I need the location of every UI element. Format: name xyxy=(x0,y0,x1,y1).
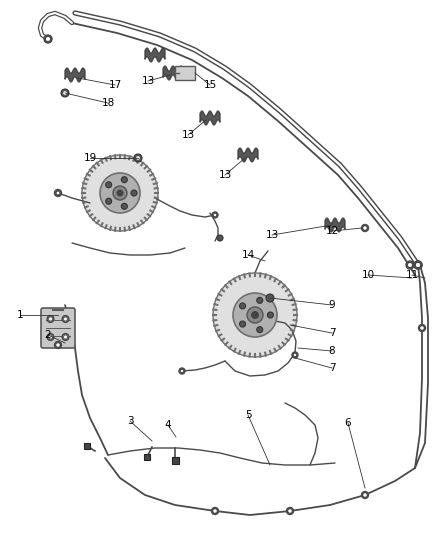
Circle shape xyxy=(416,263,420,267)
Circle shape xyxy=(113,186,127,200)
Polygon shape xyxy=(200,111,220,125)
Text: 19: 19 xyxy=(83,153,97,163)
Circle shape xyxy=(240,303,246,309)
Circle shape xyxy=(106,182,112,188)
Circle shape xyxy=(44,35,52,43)
Text: 3: 3 xyxy=(127,416,133,426)
FancyBboxPatch shape xyxy=(144,454,150,460)
Polygon shape xyxy=(325,218,345,232)
Circle shape xyxy=(233,293,277,337)
Circle shape xyxy=(63,91,67,95)
Circle shape xyxy=(414,261,422,269)
Text: 15: 15 xyxy=(203,80,217,90)
Circle shape xyxy=(54,342,61,349)
Text: 8: 8 xyxy=(328,346,336,356)
Circle shape xyxy=(100,173,140,213)
Text: 11: 11 xyxy=(406,270,419,280)
Text: 12: 12 xyxy=(325,226,339,236)
FancyBboxPatch shape xyxy=(175,66,195,80)
Circle shape xyxy=(136,156,140,160)
Circle shape xyxy=(247,307,263,323)
Circle shape xyxy=(240,321,246,327)
Text: 18: 18 xyxy=(101,98,115,108)
Circle shape xyxy=(57,191,60,195)
Circle shape xyxy=(416,263,420,267)
Circle shape xyxy=(82,155,158,231)
Text: 7: 7 xyxy=(328,363,336,373)
Circle shape xyxy=(288,509,292,513)
Circle shape xyxy=(49,318,52,320)
Circle shape xyxy=(414,261,422,269)
Circle shape xyxy=(106,198,112,204)
FancyBboxPatch shape xyxy=(172,456,179,464)
Circle shape xyxy=(121,176,127,183)
Polygon shape xyxy=(65,68,85,82)
Circle shape xyxy=(363,493,367,497)
Circle shape xyxy=(286,507,293,514)
FancyBboxPatch shape xyxy=(84,443,90,449)
Circle shape xyxy=(214,214,216,216)
Circle shape xyxy=(408,263,412,267)
Circle shape xyxy=(212,507,219,514)
Circle shape xyxy=(64,318,67,320)
Circle shape xyxy=(418,325,425,332)
Text: 10: 10 xyxy=(361,270,374,280)
Circle shape xyxy=(361,491,368,498)
Text: 2: 2 xyxy=(45,330,51,340)
Circle shape xyxy=(268,312,273,318)
Circle shape xyxy=(61,89,69,97)
Circle shape xyxy=(251,311,259,319)
Text: 1: 1 xyxy=(17,310,23,320)
FancyBboxPatch shape xyxy=(41,308,75,348)
Circle shape xyxy=(117,190,124,197)
Polygon shape xyxy=(238,148,258,162)
Circle shape xyxy=(134,154,142,162)
Circle shape xyxy=(121,203,127,209)
Text: 14: 14 xyxy=(241,250,254,260)
Circle shape xyxy=(56,343,60,347)
Circle shape xyxy=(420,326,424,330)
Text: 9: 9 xyxy=(328,300,336,310)
Circle shape xyxy=(181,370,183,372)
Circle shape xyxy=(213,509,217,513)
Polygon shape xyxy=(145,48,165,62)
Circle shape xyxy=(212,212,218,218)
Circle shape xyxy=(257,297,263,303)
Text: 17: 17 xyxy=(108,80,122,90)
Text: 7: 7 xyxy=(328,328,336,338)
Circle shape xyxy=(62,334,69,341)
Text: 5: 5 xyxy=(245,410,251,420)
Text: 6: 6 xyxy=(345,418,351,428)
Circle shape xyxy=(361,224,368,231)
Text: 13: 13 xyxy=(181,130,194,140)
Circle shape xyxy=(406,261,414,269)
Circle shape xyxy=(62,316,69,322)
Circle shape xyxy=(179,368,185,374)
Circle shape xyxy=(54,190,61,197)
Circle shape xyxy=(64,335,67,338)
Circle shape xyxy=(257,327,263,333)
Circle shape xyxy=(49,335,52,338)
Polygon shape xyxy=(163,66,183,80)
Text: 4: 4 xyxy=(165,420,171,430)
Circle shape xyxy=(131,190,137,196)
Circle shape xyxy=(292,352,298,358)
Circle shape xyxy=(363,226,367,230)
Circle shape xyxy=(217,235,223,241)
Circle shape xyxy=(294,354,296,356)
Circle shape xyxy=(266,294,274,302)
Text: 13: 13 xyxy=(265,230,279,240)
Circle shape xyxy=(213,273,297,357)
Circle shape xyxy=(47,334,54,341)
Text: 13: 13 xyxy=(141,76,155,86)
Circle shape xyxy=(47,316,54,322)
Circle shape xyxy=(46,37,50,41)
Text: 13: 13 xyxy=(219,170,232,180)
